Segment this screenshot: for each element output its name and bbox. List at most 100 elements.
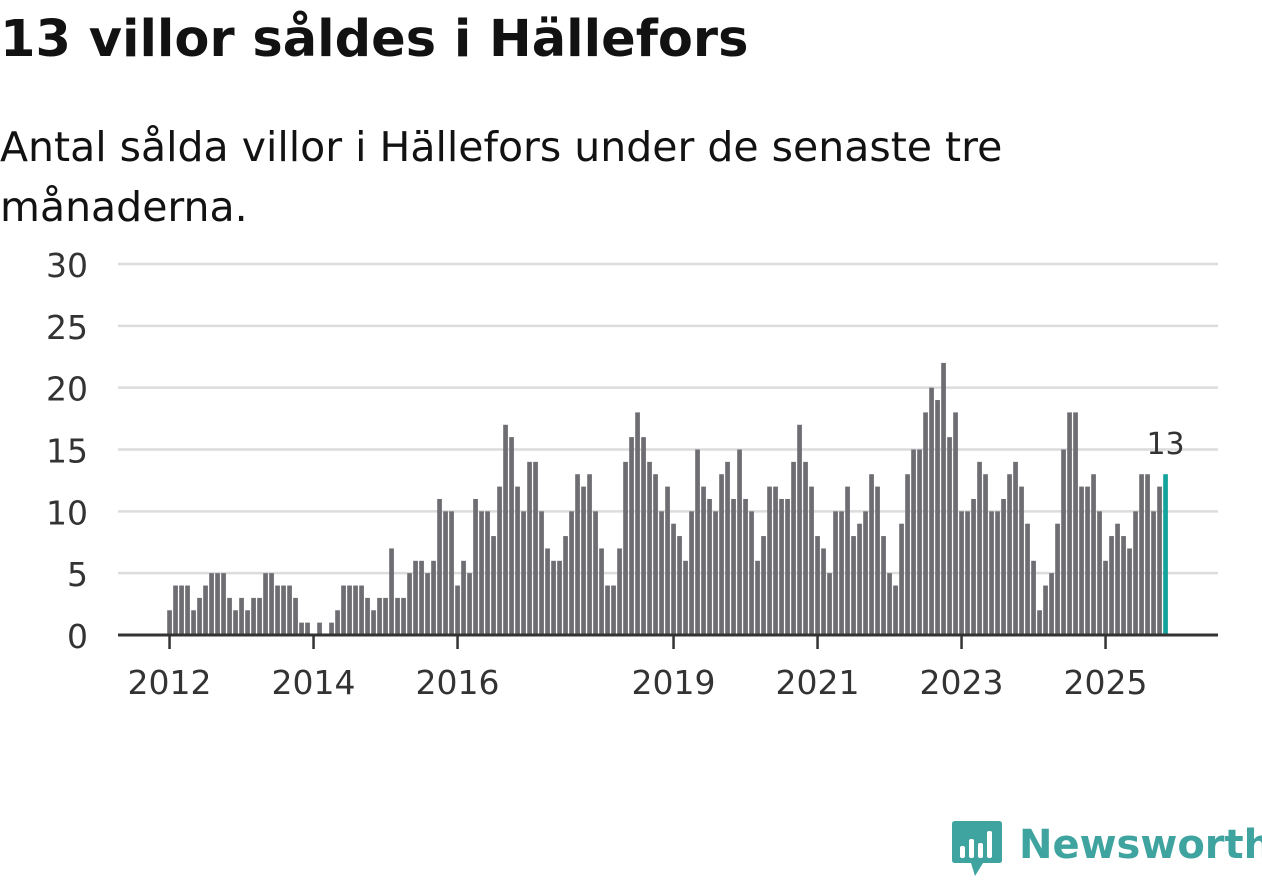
bar (221, 573, 226, 635)
bar (887, 573, 892, 635)
bar (329, 622, 334, 635)
bar (425, 573, 430, 635)
newsworthy-logo: Newsworthy (949, 818, 1262, 882)
bar (767, 486, 772, 635)
bar (815, 536, 820, 635)
bar (371, 610, 376, 635)
bar (1073, 412, 1078, 635)
bars (167, 362, 1168, 635)
bar (251, 597, 256, 635)
bar (839, 511, 844, 635)
bar (755, 560, 760, 635)
bar (305, 622, 310, 635)
bar (173, 585, 178, 635)
bar (389, 548, 394, 635)
bar (527, 461, 532, 635)
bar (401, 597, 406, 635)
bar (293, 597, 298, 635)
bar (743, 498, 748, 635)
bar (233, 610, 238, 635)
y-tick-label: 25 (46, 308, 88, 347)
bar (1019, 486, 1024, 635)
bar (773, 486, 778, 635)
bar (1103, 560, 1108, 635)
bar (935, 400, 940, 635)
bar (1151, 511, 1156, 635)
bar (197, 597, 202, 635)
bar (923, 412, 928, 635)
bar (803, 461, 808, 635)
bar (587, 474, 592, 635)
page-title: 13 villor såldes i Hällefors (0, 10, 749, 69)
newsworthy-logo-icon (952, 821, 1002, 876)
x-tick-label: 2014 (272, 663, 356, 702)
bar (581, 486, 586, 635)
y-axis-ticks: 0 5 10 15 20 25 30 (46, 246, 88, 656)
bar (563, 536, 568, 635)
bar (635, 412, 640, 635)
bar (335, 610, 340, 635)
bar (911, 449, 916, 635)
x-tick-label: 2025 (1064, 663, 1148, 702)
bar (869, 474, 874, 635)
bar (287, 585, 292, 635)
bar (1085, 486, 1090, 635)
bar (575, 474, 580, 635)
bar (1115, 523, 1120, 635)
bar (539, 511, 544, 635)
bar (893, 585, 898, 635)
bar (1157, 486, 1162, 635)
bar (395, 597, 400, 635)
bar-latest (1163, 474, 1168, 635)
bar (569, 511, 574, 635)
bar (275, 585, 280, 635)
y-tick-label: 10 (46, 493, 88, 532)
bar (1037, 610, 1042, 635)
bar (977, 461, 982, 635)
bar (641, 437, 646, 635)
bar (227, 597, 232, 635)
bar (377, 597, 382, 635)
bar (983, 474, 988, 635)
bar (347, 585, 352, 635)
bar (1097, 511, 1102, 635)
bar (1109, 536, 1114, 635)
bar (1061, 449, 1066, 635)
bar (545, 548, 550, 635)
bar (167, 610, 172, 635)
bar (431, 560, 436, 635)
bar (761, 536, 766, 635)
bar (1043, 585, 1048, 635)
bar (791, 461, 796, 635)
bar (179, 585, 184, 635)
x-tick-label: 2023 (920, 663, 1004, 702)
bar (257, 597, 262, 635)
bar (1067, 412, 1072, 635)
bar (647, 461, 652, 635)
bar (1121, 536, 1126, 635)
bar (899, 523, 904, 635)
bar (845, 486, 850, 635)
bar (203, 585, 208, 635)
y-tick-label: 0 (67, 617, 88, 656)
bar (509, 437, 514, 635)
bar (1139, 474, 1144, 635)
bar (881, 536, 886, 635)
bar (821, 548, 826, 635)
x-axis-ticks: 2012 2014 2016 2019 2021 2023 2025 (128, 635, 1148, 702)
y-tick-label: 30 (46, 246, 88, 285)
bar (299, 622, 304, 635)
bar (191, 610, 196, 635)
bar (653, 474, 658, 635)
bar (959, 511, 964, 635)
latest-value-label: 13 (1146, 427, 1184, 462)
bar (503, 424, 508, 635)
bar (1091, 474, 1096, 635)
y-tick-label: 5 (67, 555, 88, 594)
bar (1031, 560, 1036, 635)
bar (1013, 461, 1018, 635)
bar (485, 511, 490, 635)
bar (731, 498, 736, 635)
bar (833, 511, 838, 635)
